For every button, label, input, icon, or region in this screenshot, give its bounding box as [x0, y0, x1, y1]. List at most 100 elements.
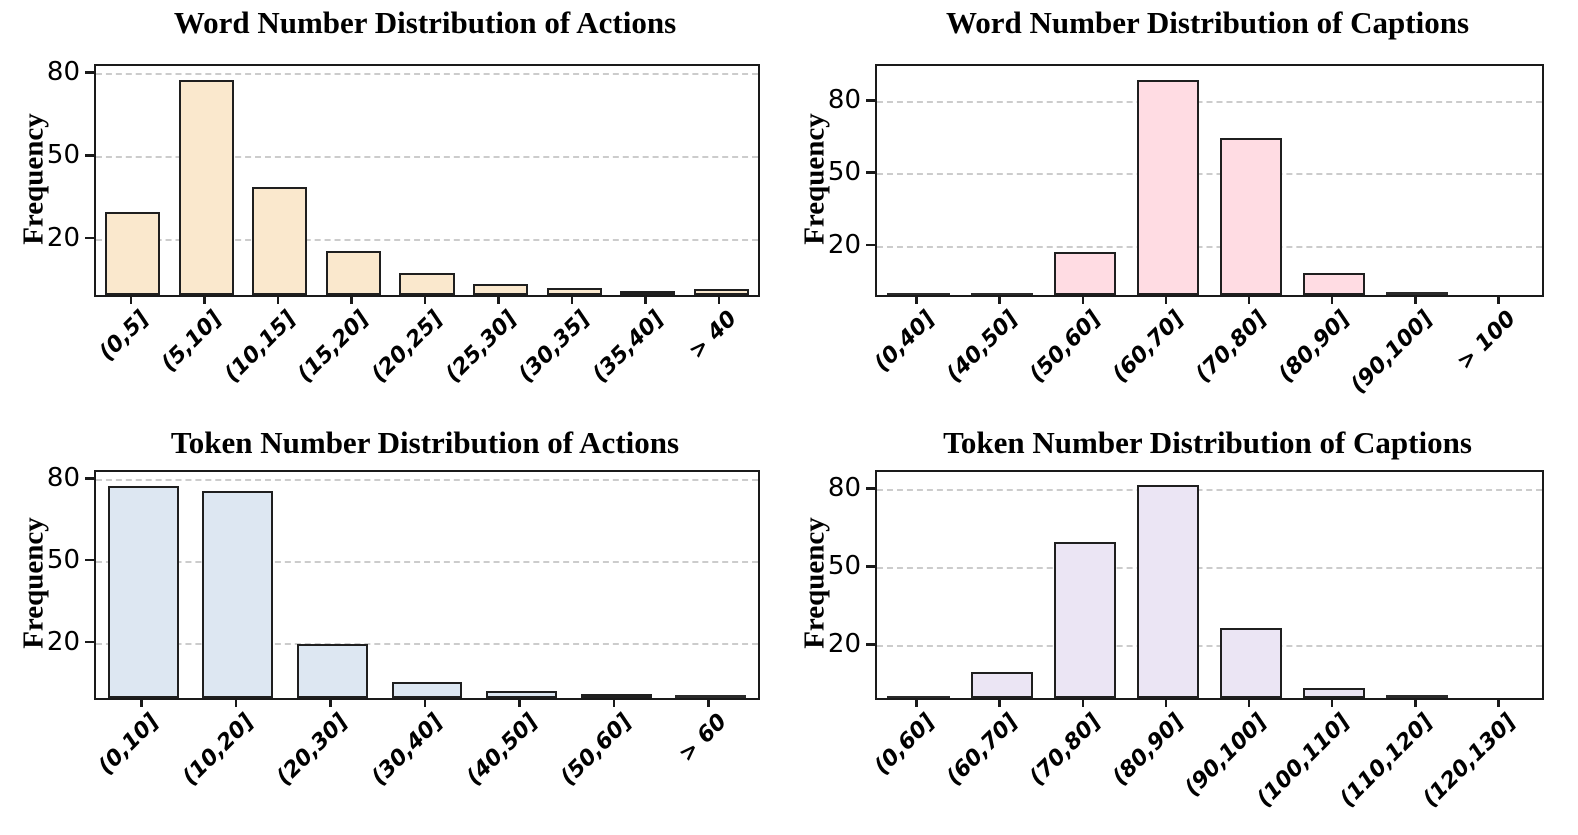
bar-token-actions-5 [486, 691, 558, 698]
y-tick-label: 80 [827, 85, 861, 116]
y-tick-mark [866, 643, 875, 646]
gridline-y-20 [96, 642, 758, 645]
x-tick-mark [1164, 295, 1168, 304]
plot-area [94, 64, 760, 297]
y-tick-label: 20 [46, 222, 80, 253]
bar-word-actions-9 [693, 289, 749, 295]
y-tick-label: 20 [827, 629, 861, 660]
gridline-y-50 [877, 173, 1542, 176]
x-tick-label: > 40 [684, 306, 743, 365]
x-tick-mark [1081, 698, 1085, 707]
bar-word-actions-3 [252, 187, 308, 295]
x-tick-label: (90,100] [1346, 306, 1439, 399]
chart-word-number-actions: Word Number Distribution of Actions Freq… [0, 0, 789, 417]
x-tick-label: > 60 [673, 709, 732, 768]
x-tick-mark [1081, 295, 1085, 304]
bar-word-actions-2 [178, 79, 234, 295]
x-tick-mark [1247, 698, 1251, 707]
bar-word-captions-6 [1303, 273, 1366, 295]
x-tick-label: (15,20] [293, 306, 375, 388]
x-tick-label: (80,90] [1107, 709, 1189, 791]
x-tick-mark [998, 698, 1001, 707]
chart-title: Token Number Distribution of Actions [170, 425, 680, 460]
y-tick-mark [866, 487, 875, 490]
gridline-y-80 [877, 489, 1542, 492]
x-tick-mark [1330, 698, 1334, 707]
x-tick-label: (10,15] [219, 306, 301, 388]
y-tick-label: 80 [827, 473, 861, 504]
y-tick-label: 80 [46, 463, 80, 494]
bar-word-captions-2 [970, 292, 1033, 295]
x-tick-label: (30,35] [513, 306, 596, 388]
x-tick-mark [1497, 698, 1500, 707]
x-tick-mark [234, 698, 238, 707]
bar-token-captions-3 [1053, 542, 1116, 698]
chart-token-number-actions: Token Number Distribution of Actions Fre… [0, 417, 789, 835]
bar-word-captions-3 [1053, 251, 1116, 295]
bar-token-captions-2 [970, 672, 1033, 698]
gridline-y-20 [877, 645, 1542, 648]
x-tick-mark [140, 698, 143, 707]
x-tick-mark [518, 698, 521, 707]
gridline-y-50 [96, 560, 758, 563]
x-tick-label: (40,50] [941, 306, 1023, 388]
x-tick-mark [329, 698, 332, 707]
bar-word-captions-1 [887, 293, 950, 295]
plot-area [94, 470, 760, 700]
x-tick-mark [612, 698, 616, 707]
bar-token-captions-6 [1303, 687, 1366, 698]
x-tick-label: (0,40] [869, 306, 940, 377]
x-tick-label: (35,40] [587, 306, 669, 388]
x-tick-mark [129, 295, 133, 304]
bar-word-actions-1 [105, 212, 161, 295]
y-axis-label: Frequency [798, 517, 831, 649]
x-tick-label: (40,50] [461, 709, 543, 791]
y-tick-mark [85, 477, 94, 480]
bar-token-captions-7 [1386, 695, 1449, 698]
x-tick-mark [423, 698, 427, 707]
x-tick-mark [915, 295, 918, 304]
bar-word-captions-5 [1219, 138, 1283, 295]
x-tick-label: (70,80] [1190, 306, 1273, 388]
x-tick-label: (25,30] [440, 306, 522, 388]
y-tick-label: 50 [46, 544, 80, 575]
x-tick-label: (20,25] [366, 306, 448, 388]
x-tick-mark [1164, 698, 1168, 707]
bar-token-actions-6 [580, 693, 652, 698]
x-tick-mark [998, 295, 1001, 304]
x-tick-label: (30,40] [366, 709, 448, 791]
y-tick-mark [866, 565, 875, 568]
x-tick-label: (60,70] [1107, 306, 1189, 388]
x-tick-label: (80,90] [1274, 306, 1356, 388]
y-tick-label: 50 [827, 551, 861, 582]
gridline-y-50 [877, 567, 1542, 570]
x-tick-mark [423, 295, 427, 304]
y-tick-mark [85, 154, 94, 157]
x-tick-mark [1330, 295, 1334, 304]
x-tick-mark [644, 295, 647, 304]
bar-word-actions-4 [325, 250, 382, 295]
chart-title: Token Number Distribution of Captions [943, 425, 1472, 460]
gridline-y-20 [96, 238, 758, 241]
bar-token-actions-4 [391, 681, 463, 698]
x-tick-label: (50,60] [556, 709, 638, 791]
x-tick-label: > 100 [1452, 306, 1522, 375]
x-tick-label: (5,10] [157, 306, 228, 377]
gridline-y-50 [96, 156, 758, 159]
bar-token-captions-5 [1219, 627, 1283, 698]
gridline-y-80 [96, 73, 758, 76]
y-tick-mark [85, 558, 94, 562]
x-tick-mark [1414, 295, 1417, 304]
x-tick-label: (60,70] [941, 709, 1023, 791]
bar-token-captions-4 [1136, 485, 1200, 698]
y-tick-label: 20 [46, 626, 80, 657]
chart-token-number-captions: Token Number Distribution of Captions Fr… [789, 417, 1578, 835]
plot-area [875, 470, 1544, 700]
x-tick-mark [570, 295, 574, 304]
y-tick-label: 50 [827, 157, 861, 188]
bar-token-actions-1 [107, 485, 179, 698]
bar-token-actions-7 [675, 695, 747, 698]
x-tick-label: (20,30] [272, 709, 354, 791]
bar-word-actions-8 [620, 290, 676, 295]
